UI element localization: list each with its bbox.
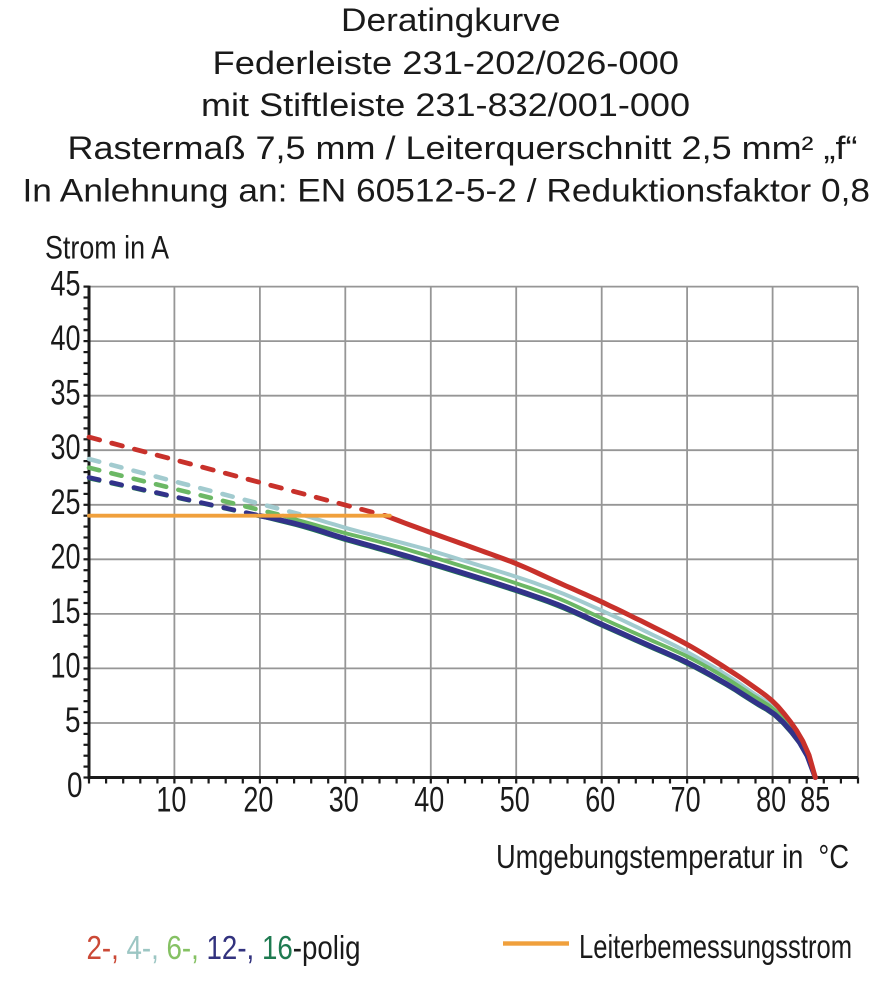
svg-text:85: 85: [800, 781, 830, 820]
svg-text:Umgebungstemperatur in °C: Umgebungstemperatur in °C: [496, 838, 849, 875]
svg-text:35: 35: [51, 374, 81, 413]
svg-text:30: 30: [329, 781, 359, 820]
svg-text:70: 70: [671, 781, 701, 820]
svg-text:60: 60: [585, 781, 615, 820]
svg-text:Strom in A: Strom in A: [45, 230, 170, 266]
svg-text:Leiterbemessungsstrom: Leiterbemessungsstrom: [579, 928, 852, 965]
svg-text:40: 40: [414, 781, 444, 820]
svg-text:mit Stiftleiste 231-832/001-00: mit Stiftleiste 231-832/001-000: [201, 87, 690, 123]
svg-text:20: 20: [51, 537, 81, 576]
svg-text:10: 10: [156, 781, 186, 820]
svg-text:80: 80: [756, 781, 786, 820]
svg-text:5: 5: [65, 701, 81, 740]
svg-text:20: 20: [243, 781, 273, 820]
svg-text:30: 30: [51, 428, 81, 467]
svg-text:10: 10: [51, 646, 81, 685]
svg-text:25: 25: [51, 483, 81, 522]
svg-text:40: 40: [51, 319, 81, 358]
svg-text:In Anlehnung an: EN 60512-5-2: In Anlehnung an: EN 60512-5-2 / Reduktio…: [23, 172, 871, 208]
svg-text:Rastermaß 7,5 mm / Leiterquers: Rastermaß 7,5 mm / Leiterquerschnitt 2,5…: [68, 130, 858, 166]
svg-text:2-, 4-, 6-, 12-, 16-polig: 2-, 4-, 6-, 12-, 16-polig: [87, 929, 361, 966]
svg-text:15: 15: [51, 592, 81, 631]
svg-text:45: 45: [51, 265, 81, 304]
svg-text:50: 50: [500, 781, 530, 820]
svg-text:Deratingkurve: Deratingkurve: [341, 2, 561, 38]
svg-text:Federleiste 231-202/026-000: Federleiste 231-202/026-000: [213, 45, 680, 81]
svg-text:0: 0: [67, 766, 83, 805]
